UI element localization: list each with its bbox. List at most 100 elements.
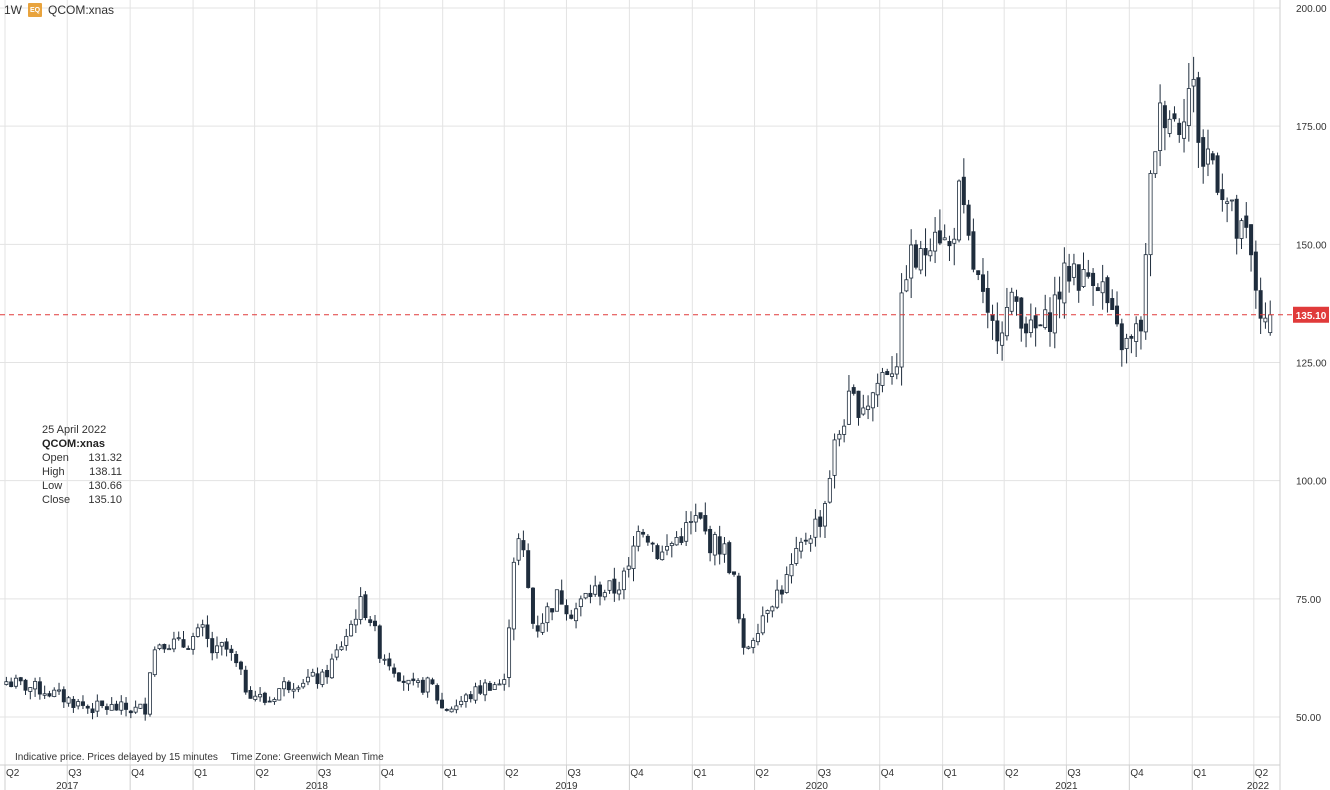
candle-body <box>483 682 488 696</box>
candle-body <box>1234 198 1239 239</box>
candle-body <box>138 703 143 709</box>
candle-body <box>1162 105 1167 129</box>
candle-body <box>942 237 947 241</box>
candle-body <box>133 706 138 713</box>
candle-body <box>1191 78 1196 87</box>
candle-body <box>1091 272 1096 286</box>
candle-body <box>1249 224 1254 256</box>
candle-body <box>1143 254 1148 333</box>
candle-body <box>1182 121 1187 139</box>
candle-body <box>440 699 445 709</box>
candle-body <box>401 680 406 683</box>
candle-body <box>1148 173 1153 256</box>
candle-body <box>282 681 287 690</box>
candle-body <box>583 592 588 599</box>
y-tick-label: 125.00 <box>1296 359 1327 370</box>
candle-body <box>234 653 239 664</box>
candle-body <box>1215 155 1220 193</box>
candle-body <box>1052 294 1057 334</box>
candle-body <box>1028 319 1033 333</box>
interval-selector[interactable]: 1W <box>4 3 22 17</box>
candle-body <box>349 623 354 637</box>
candle-body <box>722 543 727 555</box>
candle-body <box>1047 312 1052 332</box>
candle-body <box>770 606 775 612</box>
candle-body <box>679 536 684 543</box>
candle-body <box>870 392 875 409</box>
x-quarter-label: Q1 <box>693 768 707 779</box>
candle-body <box>1019 297 1024 329</box>
candle-body <box>1071 263 1076 278</box>
info-date: 25 April 2022 <box>42 424 107 436</box>
candle-body <box>746 646 751 649</box>
candle-body <box>612 578 617 594</box>
candle-body <box>851 387 856 394</box>
x-year-label: 2022 <box>1247 781 1270 790</box>
x-quarter-label: Q2 <box>1255 768 1269 779</box>
candle-body <box>186 648 191 650</box>
candle-body <box>1153 151 1158 175</box>
candle-body <box>655 545 660 560</box>
x-quarter-label: Q1 <box>1193 768 1207 779</box>
candle-body <box>875 382 880 396</box>
y-tick-label: 200.00 <box>1296 4 1327 15</box>
candle-body <box>732 571 737 575</box>
candle-body <box>61 689 66 703</box>
candle-body <box>468 694 473 700</box>
candle-body <box>818 516 823 527</box>
candle-body <box>1268 314 1273 334</box>
candle-body <box>808 538 813 544</box>
candle-body <box>913 244 918 268</box>
candle-body <box>885 371 890 375</box>
candle-body <box>779 589 784 595</box>
candle-body <box>832 439 837 476</box>
candle-body <box>487 682 492 691</box>
x-quarter-label: Q2 <box>756 768 770 779</box>
candle-body <box>813 518 818 538</box>
candle-body <box>454 705 459 711</box>
candle-body <box>392 667 397 674</box>
candle-body <box>650 542 655 545</box>
candle-body <box>396 672 401 682</box>
candle-body <box>449 708 454 713</box>
candle-body <box>904 279 909 292</box>
candle-body <box>540 622 545 633</box>
candle-body <box>171 638 176 650</box>
equity-badge-icon: EQ <box>28 3 42 17</box>
candle-body <box>1258 290 1263 319</box>
symbol-label[interactable]: QCOM:xnas <box>48 3 115 17</box>
y-tick-label: 150.00 <box>1296 240 1327 251</box>
candle-body <box>1004 306 1009 337</box>
candle-body <box>918 248 923 271</box>
candle-body <box>1076 264 1081 291</box>
open-value: 131.32 <box>88 452 122 464</box>
candle-body <box>574 608 579 622</box>
candle-body <box>85 705 90 709</box>
candle-body <box>909 244 914 279</box>
candle-body <box>526 550 531 588</box>
x-quarter-label: Q4 <box>131 768 145 779</box>
candle-body <box>842 425 847 435</box>
x-quarter-label: Q3 <box>318 768 332 779</box>
candle-body <box>497 683 502 686</box>
candle-body <box>224 641 229 650</box>
x-quarter-label: Q3 <box>818 768 832 779</box>
candle-body <box>368 619 373 623</box>
candle-body <box>822 503 827 527</box>
y-tick-label: 100.00 <box>1296 477 1327 488</box>
candle-body <box>966 204 971 236</box>
candle-body <box>128 710 133 714</box>
candle-body <box>253 695 258 700</box>
high-value: 138.11 <box>89 466 122 478</box>
candle-body <box>95 700 100 712</box>
candle-body <box>1000 332 1005 346</box>
x-quarter-label: Q4 <box>630 768 644 779</box>
candle-body <box>741 618 746 648</box>
candle-body <box>1263 317 1268 323</box>
candle-body <box>559 590 564 605</box>
candle-body <box>492 684 497 691</box>
candle-body <box>861 407 866 415</box>
x-year-label: 2021 <box>1055 781 1078 790</box>
candle-body <box>339 646 344 651</box>
